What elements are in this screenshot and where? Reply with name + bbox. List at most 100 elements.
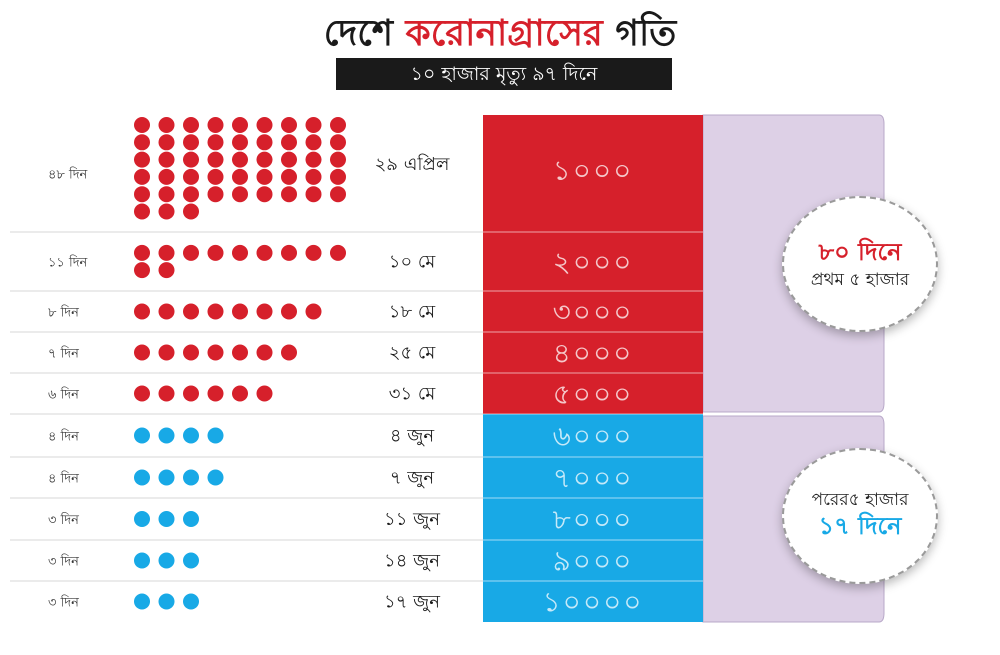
- deaths-bar-cell: [483, 332, 703, 373]
- day-dot: [183, 427, 199, 444]
- day-dot: [232, 186, 248, 203]
- day-dot: [158, 593, 175, 610]
- days-label: ৭ দিন: [48, 346, 79, 362]
- deaths-label: ৭০০০: [553, 462, 634, 495]
- deaths-bar-cell: [483, 540, 703, 581]
- days-label: ৪৮ দিন: [48, 167, 88, 183]
- day-dot: [183, 303, 199, 320]
- day-dot: [134, 303, 150, 320]
- day-dot: [256, 134, 273, 151]
- day-dot: [281, 344, 297, 361]
- day-dot: [183, 244, 199, 261]
- day-dot: [183, 385, 199, 402]
- day-dot: [134, 151, 150, 168]
- day-dot: [183, 168, 199, 185]
- day-dot: [183, 151, 199, 168]
- day-dot: [256, 186, 273, 203]
- day-dot: [330, 244, 346, 261]
- day-dot: [281, 186, 297, 203]
- day-dot: [232, 344, 248, 361]
- day-dot: [158, 469, 175, 486]
- day-dot: [134, 186, 150, 203]
- deaths-bar-cell: [483, 373, 703, 414]
- day-dot: [134, 511, 150, 527]
- date-label: ১০ মে: [389, 252, 436, 273]
- day-dot: [281, 244, 297, 261]
- day-dot: [158, 552, 175, 569]
- day-dot: [305, 303, 322, 320]
- days-label: ৪ দিন: [48, 429, 79, 445]
- day-dot: [134, 427, 150, 444]
- deaths-bar-cell: [483, 291, 703, 332]
- day-dot: [281, 117, 297, 133]
- day-dot: [158, 168, 175, 185]
- day-dot: [207, 244, 224, 261]
- deaths-label: ৫০০০: [553, 378, 634, 411]
- date-label: ১৪ জুন: [384, 551, 440, 572]
- day-dot: [281, 168, 297, 185]
- day-dot: [134, 244, 150, 261]
- day-dot: [134, 385, 150, 402]
- day-dot: [232, 385, 248, 402]
- day-dot: [330, 134, 346, 151]
- day-dot: [158, 134, 175, 151]
- day-dot: [158, 151, 175, 168]
- day-dot: [158, 303, 175, 320]
- day-dot: [183, 134, 199, 151]
- day-dot: [158, 262, 175, 279]
- day-dot: [207, 303, 224, 320]
- day-dot: [330, 168, 346, 185]
- deaths-label: ৬০০০: [553, 420, 634, 453]
- deaths-label: ৪০০০: [553, 337, 634, 370]
- day-dot: [158, 117, 175, 133]
- day-dot: [256, 168, 273, 185]
- days-label: ১১ দিন: [48, 255, 88, 271]
- day-dot: [158, 186, 175, 203]
- day-dot: [207, 344, 224, 361]
- day-dot: [207, 151, 224, 168]
- deaths-label: ৩০০০: [553, 296, 634, 329]
- day-dot: [207, 427, 224, 444]
- day-dot: [183, 469, 199, 486]
- day-dot: [305, 117, 322, 133]
- callout-next-5000: পরের৫ হাজার ১৭ দিনে: [782, 448, 938, 584]
- day-dot: [232, 151, 248, 168]
- deaths-label: ২০০০: [553, 246, 634, 279]
- day-dot: [134, 593, 150, 610]
- chart-subtitle: ১০ হাজার মৃত্যু ৯৭ দিনে: [336, 58, 672, 90]
- days-label: ৩ দিন: [48, 554, 79, 570]
- day-dot: [330, 151, 346, 168]
- day-dot: [207, 186, 224, 203]
- day-dot: [330, 117, 346, 133]
- chart-title: দেশে করোনাগ্রাসের গতি: [0, 6, 1000, 66]
- day-dot: [158, 385, 175, 402]
- day-dot: [256, 244, 273, 261]
- title-suffix: গতি: [602, 13, 677, 54]
- day-dot: [158, 427, 175, 444]
- title-prefix: দেশে: [323, 13, 406, 54]
- callout-first-small: প্রথম ৫ হাজার: [810, 269, 910, 290]
- day-dot: [305, 151, 322, 168]
- day-dot: [183, 344, 199, 361]
- day-dot: [183, 186, 199, 203]
- day-dot: [207, 469, 224, 486]
- date-label: ৭ জুন: [390, 468, 435, 489]
- days-label: ৩ দিন: [48, 512, 79, 528]
- day-dot: [232, 134, 248, 151]
- day-dot: [232, 168, 248, 185]
- deaths-bar-cell: [483, 457, 703, 498]
- date-label: ১৭ জুন: [384, 592, 440, 613]
- date-label: ৪ জুন: [390, 426, 435, 447]
- day-dot: [158, 511, 175, 527]
- day-dot: [183, 117, 199, 133]
- day-dot: [134, 552, 150, 569]
- deaths-bar-cell: [483, 232, 703, 291]
- day-dot: [305, 168, 322, 185]
- deaths-label: ১০০০: [553, 154, 634, 187]
- day-dot: [158, 203, 175, 220]
- deaths-bar-cell: [483, 414, 703, 457]
- day-dot: [256, 151, 273, 168]
- day-dot: [134, 134, 150, 151]
- day-dot: [158, 344, 175, 361]
- day-dot: [134, 117, 150, 133]
